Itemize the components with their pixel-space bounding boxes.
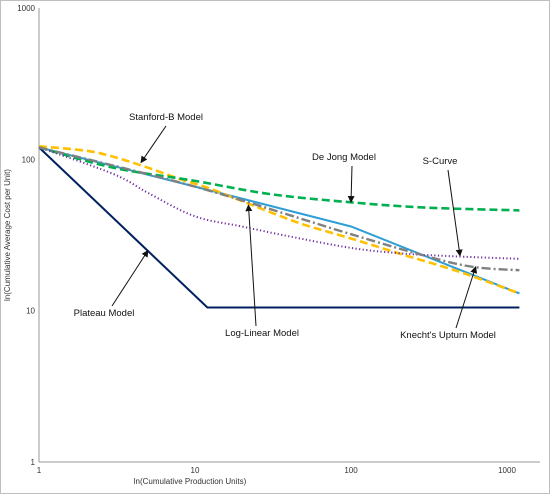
series-line-de-jong-model <box>38 146 520 212</box>
tick-labels: 1 10 100 1000 1 10 100 1000 <box>17 4 516 475</box>
annotation-label: S-Curve <box>423 156 458 167</box>
annotation-arrow <box>245 204 257 327</box>
series-line-plateau-model <box>38 146 520 309</box>
x-tick-label: 1000 <box>498 466 516 475</box>
annotation-label: Plateau Model <box>74 308 135 319</box>
series-lines <box>38 145 520 309</box>
annotation-arrow <box>140 125 167 164</box>
x-axis-title: ln(Cumulative Production Units) <box>134 477 247 486</box>
annotations: Stanford-B Model De Jong Model S-Curve Plat… <box>74 112 496 341</box>
annotation-label: De Jong Model <box>312 152 376 163</box>
annotation-label: Log-Linear Model <box>225 328 299 339</box>
annotation-arrow <box>111 249 149 307</box>
x-tick-label: 10 <box>191 466 200 475</box>
y-axis-title: ln(Cumulative Average Cost per Unit) <box>3 169 12 301</box>
series-line-log-linear-model <box>38 146 520 295</box>
annotation-arrow <box>455 266 478 329</box>
axes <box>38 8 540 463</box>
annotation-arrow <box>347 165 355 204</box>
annotation-label: Knecht's Upturn Model <box>400 330 496 341</box>
x-tick-label: 100 <box>344 466 358 475</box>
annotation-arrow <box>447 169 463 257</box>
y-tick-label: 100 <box>22 155 36 164</box>
annotation-label: Stanford-B Model <box>129 112 203 123</box>
x-tick-label: 1 <box>37 466 42 475</box>
y-tick-label: 10 <box>26 307 35 316</box>
y-tick-label: 1 <box>31 458 36 467</box>
y-tick-label: 1000 <box>17 4 35 13</box>
